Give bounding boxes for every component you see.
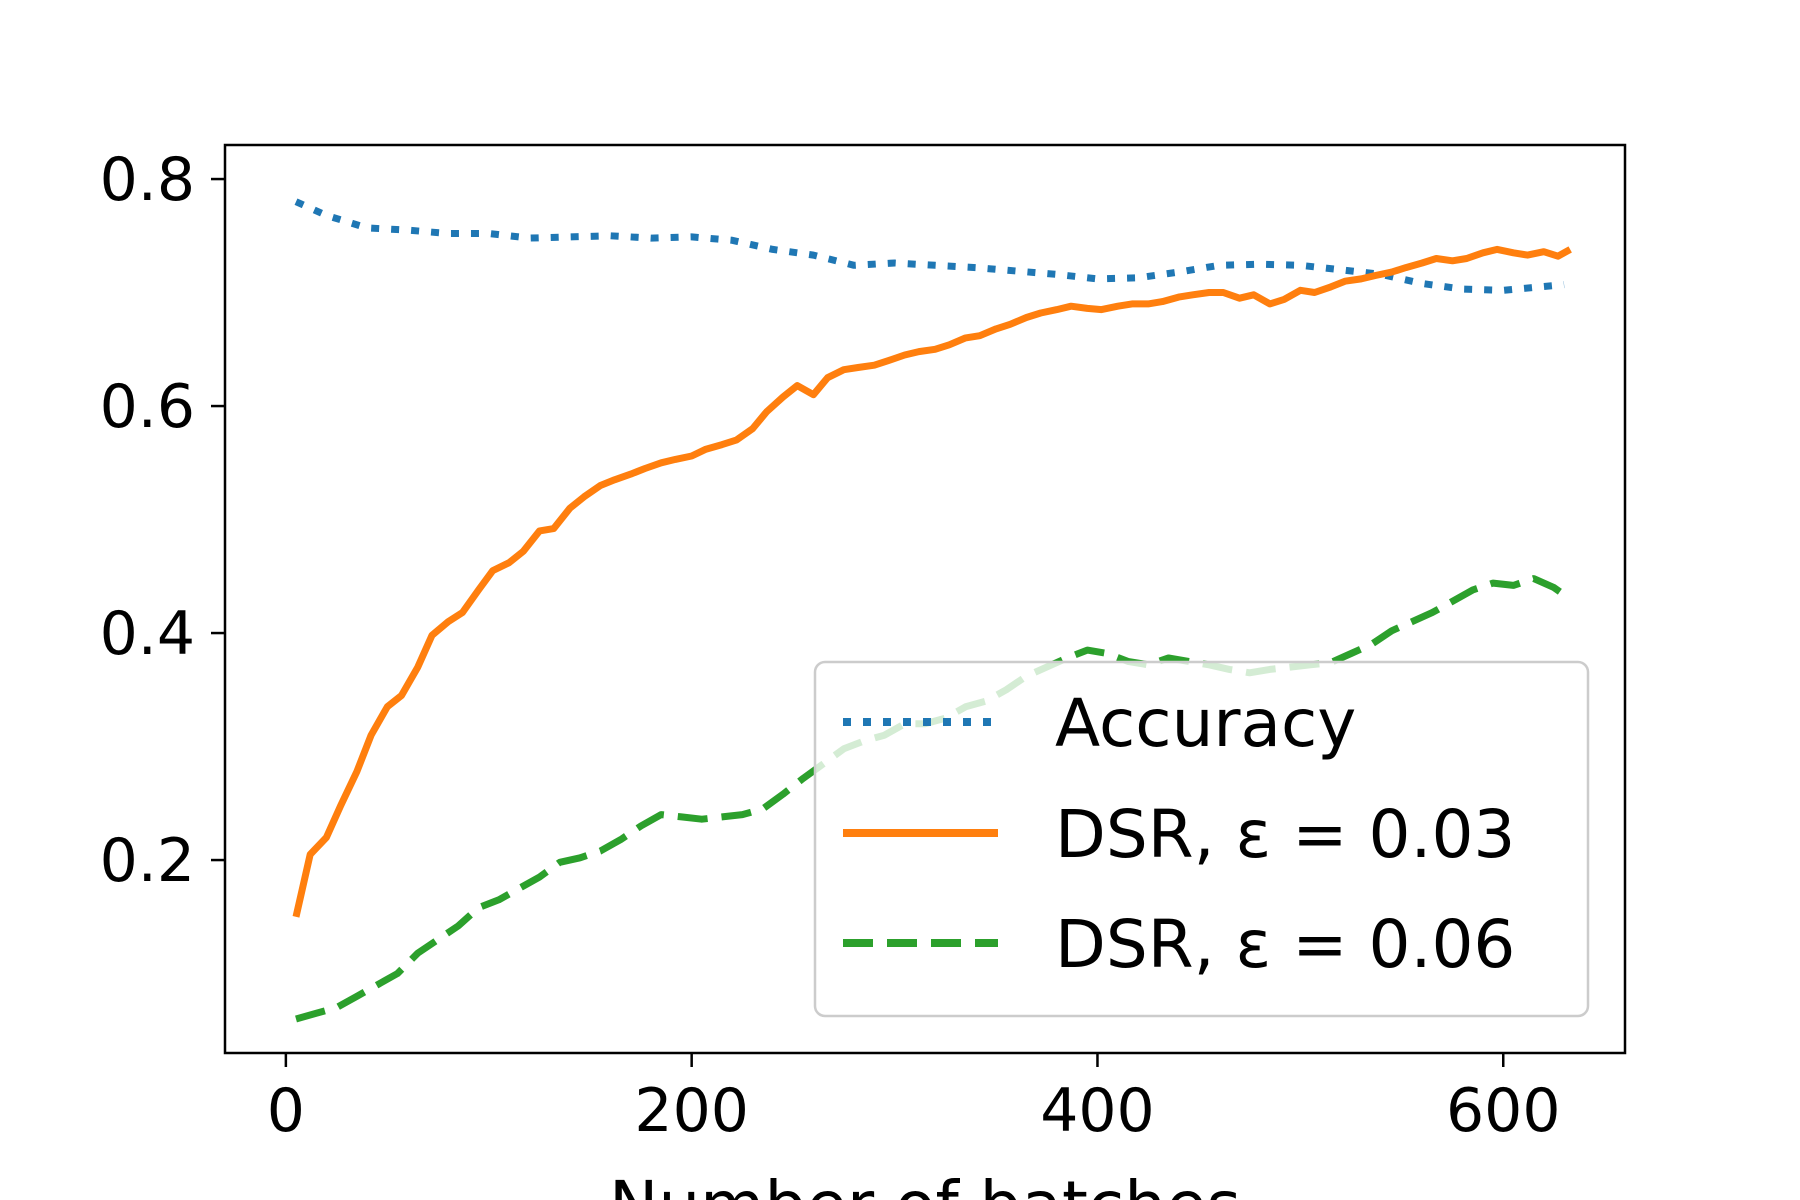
y-axis: 0.2 0.4 0.6 0.8 [100,145,225,896]
series-line-accuracy [294,198,1565,294]
y-tick-label: 0.6 [100,372,195,442]
series-line-dsr-0.03 [292,245,1572,918]
legend-label-dsr-0.06: DSR, ε = 0.06 [1055,906,1515,983]
x-axis: 0 200 400 600 [267,1053,1561,1146]
x-tick-label: 0 [267,1076,305,1146]
legend-label-dsr-0.03: DSR, ε = 0.03 [1055,796,1515,873]
y-tick-label: 0.8 [100,145,195,215]
x-axis-label: Number of batches [609,1167,1241,1200]
legend-label-accuracy: Accuracy [1055,685,1356,762]
y-tick-label: 0.2 [100,826,195,896]
legend: Accuracy DSR, ε = 0.03 DSR, ε = 0.06 [813,660,1590,1018]
x-tick-label: 600 [1446,1076,1561,1146]
x-tick-label: 200 [634,1076,749,1146]
y-tick-label: 0.4 [100,599,195,669]
x-tick-label: 400 [1040,1076,1155,1146]
plot-frame [223,143,1627,1055]
legend-box [813,660,1590,1018]
